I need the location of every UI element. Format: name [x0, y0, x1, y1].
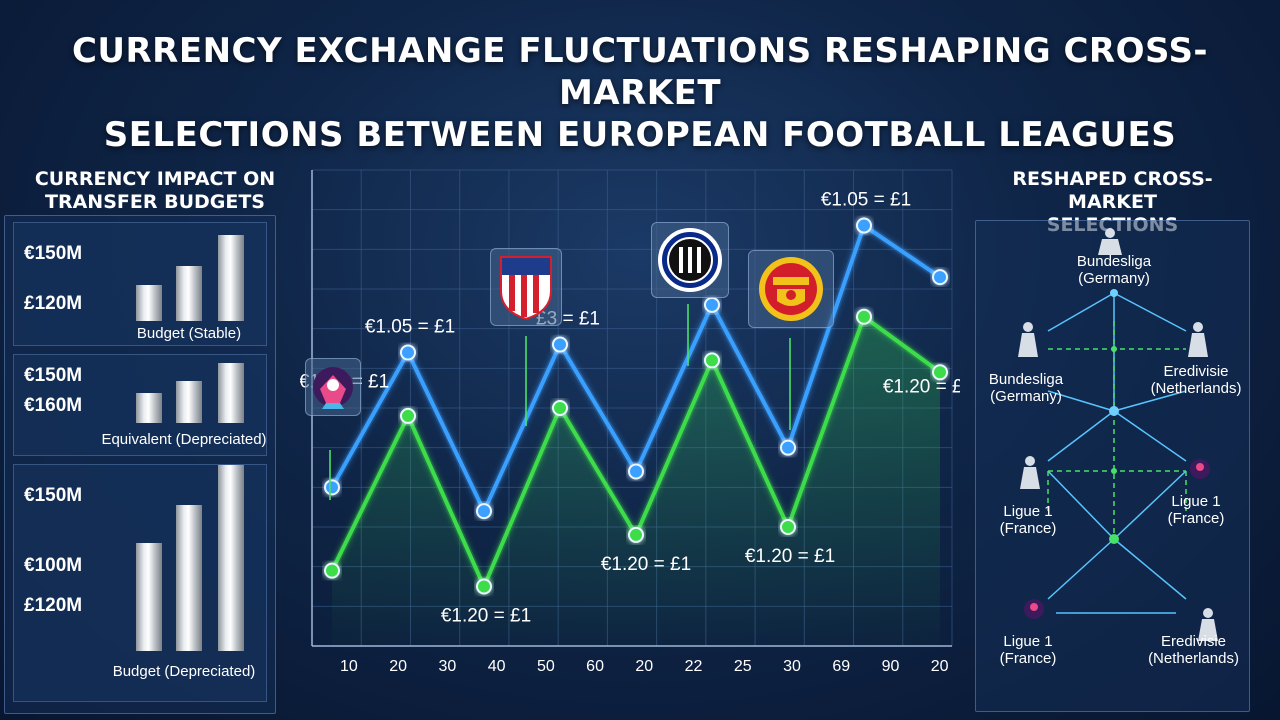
x-tick-label: 20 — [931, 658, 949, 675]
page-title: CURRENCY EXCHANGE FLUCTUATIONS RESHAPING… — [0, 30, 1280, 156]
x-tick-label: 30 — [783, 658, 801, 675]
data-point — [704, 296, 720, 313]
x-tick-label: 25 — [734, 658, 752, 675]
budget-bar — [136, 543, 162, 651]
network-node-label: Bundesliga (Germany) — [1076, 253, 1152, 287]
data-point — [400, 344, 416, 361]
data-point — [856, 217, 872, 234]
budget-label: €100M — [24, 555, 83, 576]
x-tick-label: 20 — [389, 658, 407, 675]
chart-series — [324, 217, 948, 595]
data-point — [476, 503, 492, 520]
x-tick-label: 10 — [340, 658, 358, 675]
atletico-madrid-logo — [490, 248, 562, 326]
x-tick-label: 60 — [586, 658, 604, 675]
data-point — [552, 400, 568, 416]
data-point — [932, 269, 948, 286]
data-point — [552, 336, 568, 353]
bar-caption: Budget (Stable) — [136, 325, 242, 342]
network-node-label: Ligue 1 (France) — [999, 503, 1057, 537]
rate-label: €1.05 = £1 — [821, 190, 911, 211]
budget-label: £120M — [24, 595, 83, 616]
data-point — [780, 439, 796, 456]
budget-bar — [218, 363, 244, 423]
x-tick-label: 20 — [635, 658, 653, 675]
player-silhouette-icons — [1018, 228, 1218, 641]
bar-group — [132, 231, 252, 321]
budget-label: £120M — [24, 293, 83, 314]
green-series-area — [332, 316, 940, 646]
rate-label: €1.20 = £1 — [745, 546, 835, 567]
exchange-rate-chart: €1.05 = £1€1.05 = £1£3 = £1€1.05 = £1€1.… — [300, 169, 960, 675]
left-panel-heading: CURRENCY IMPACT ON TRANSFER BUDGETS — [20, 168, 290, 214]
x-tick-label: 22 — [685, 658, 703, 675]
budget-bar — [136, 285, 162, 321]
data-point — [856, 308, 872, 325]
rate-label: €1.20 = £1 — [441, 606, 531, 627]
x-axis-ticks: 10 20 30 40 50 60 20 22 25 30 69 90 20 — [340, 658, 949, 675]
manchester-united-logo — [748, 250, 834, 328]
budget-label: €150M — [24, 365, 83, 386]
selection-network-panel: Bundesliga (Germany) Bundesliga (Germany) … — [975, 220, 1250, 712]
left-heading-line-1: CURRENCY IMPACT ON — [34, 168, 276, 190]
budget-bar — [218, 465, 244, 651]
inter-milan-logo — [651, 222, 729, 298]
rate-label: €1.05 = £1 — [365, 316, 455, 337]
title-line-2: SELECTIONS BETWEEN EUROPEAN FOOTBALL LEA… — [103, 115, 1177, 155]
x-tick-label: 90 — [882, 658, 900, 675]
budget-label: €150M — [24, 485, 83, 506]
x-tick-label: 30 — [438, 658, 456, 675]
league-crest-icons — [1024, 459, 1210, 619]
x-tick-label: 50 — [537, 658, 555, 675]
budget-panel: €150M £120M Budget (Stable) €150M €160M … — [4, 215, 276, 714]
bar-caption: Equivalent (Depreciated) — [101, 431, 267, 448]
network-node-label: Ligue 1 (France) — [999, 633, 1057, 667]
data-point — [400, 407, 416, 424]
bar-caption: Budget (Depreciated) — [112, 663, 256, 680]
rate-label: €1.20 = £1 — [883, 376, 960, 397]
network-node-label: Bundesliga (Germany) — [988, 371, 1064, 405]
data-point — [780, 519, 796, 535]
rate-label: €1.20 = £1 — [601, 554, 691, 575]
right-heading-line-1: RESHAPED CROSS-MARKET — [1012, 168, 1213, 213]
data-point — [324, 479, 340, 496]
budget-label: €150M — [24, 243, 83, 264]
rate-labels: €1.05 = £1€1.05 = £1£3 = £1€1.05 = £1€1.… — [300, 190, 960, 627]
budget-bar — [176, 381, 202, 423]
data-point — [324, 562, 340, 579]
budget-bar — [176, 505, 202, 651]
selection-network-lines — [1018, 228, 1218, 641]
budget-group-equivalent: €150M €160M Equivalent (Depreciated) — [13, 354, 267, 456]
lion-crest-icon — [313, 367, 353, 409]
circle-crest-icon — [658, 228, 722, 292]
striped-shield-icon — [500, 256, 552, 321]
budget-bar — [136, 393, 162, 423]
bar-group — [132, 359, 252, 423]
budget-bar — [176, 266, 202, 321]
budget-group-stable: €150M £120M Budget (Stable) — [13, 222, 267, 346]
network-node-label: Ligue 1 (France) — [1167, 493, 1225, 527]
premier-league-logo — [305, 358, 361, 416]
x-tick-label: 69 — [832, 658, 850, 675]
budget-group-depreciated: €150M €100M £120M Budget (Depreciated) — [13, 464, 267, 702]
devil-crest-icon — [759, 257, 823, 321]
left-heading-line-2: TRANSFER BUDGETS — [45, 191, 265, 213]
budget-label: €160M — [24, 395, 83, 416]
bar-group — [132, 465, 256, 651]
data-point — [476, 578, 492, 595]
data-point — [932, 364, 948, 381]
budget-bar — [218, 235, 244, 321]
x-tick-label: 40 — [488, 658, 506, 675]
network-node-label: Eredivisie (Netherlands) — [1150, 363, 1242, 397]
data-point — [704, 352, 720, 369]
data-point — [628, 463, 644, 480]
data-point — [628, 526, 644, 543]
network-node-label: Eredivisie (Netherlands) — [1148, 633, 1239, 667]
title-line-1: CURRENCY EXCHANGE FLUCTUATIONS RESHAPING… — [71, 31, 1209, 113]
